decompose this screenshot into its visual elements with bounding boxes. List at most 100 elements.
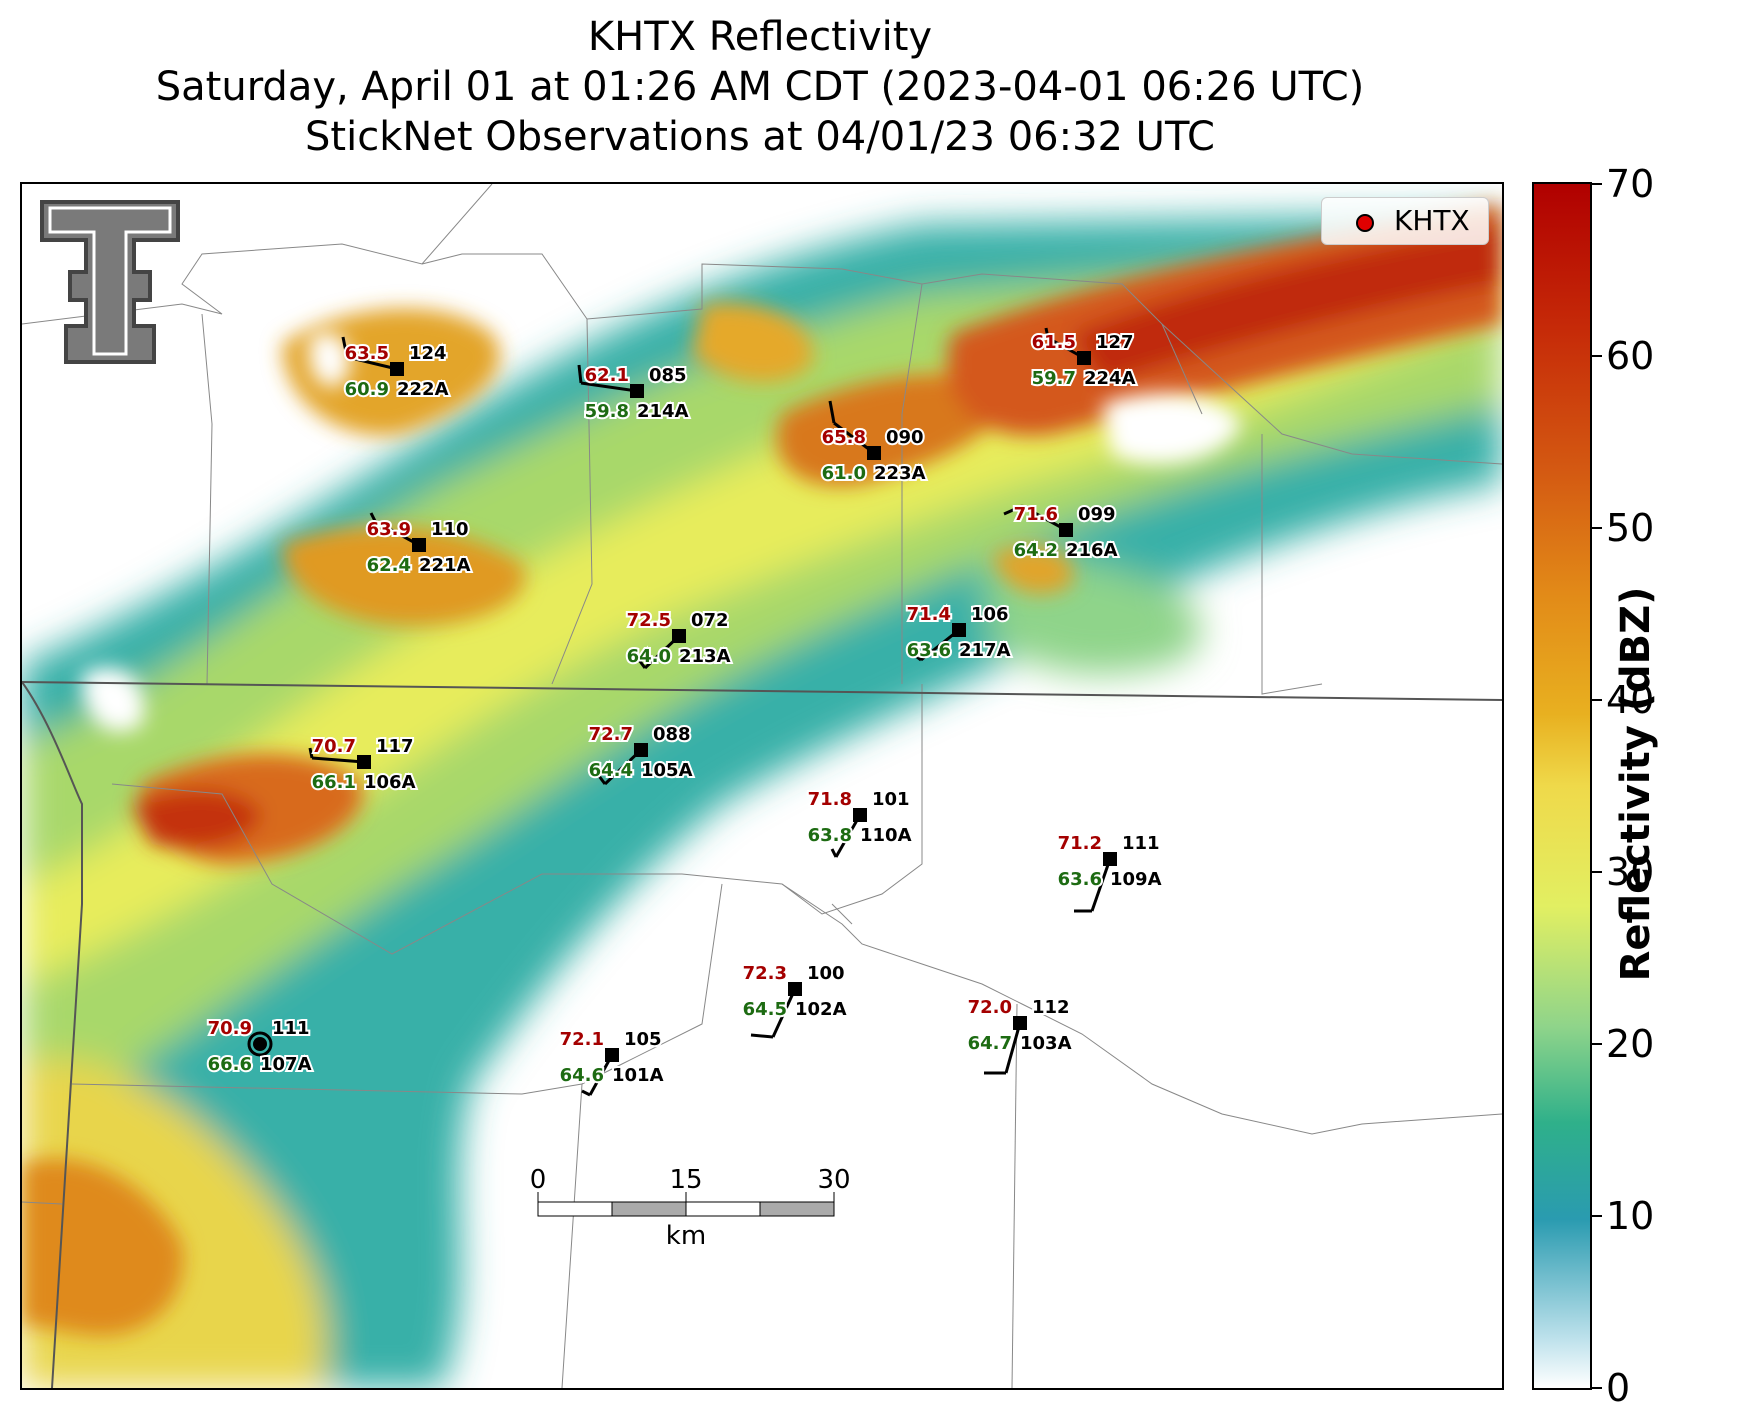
station-marker-icon	[1059, 523, 1073, 537]
scale-tick-30: 30	[817, 1165, 850, 1195]
title-line-1: KHTX Reflectivity	[587, 14, 933, 60]
stations-layer: 63.5 124 60.9 222A 62.1 085 59.8 214A 65.8 090 61.…	[206, 327, 1164, 1097]
radar-site-marker-icon	[1356, 214, 1374, 232]
scale-unit: km	[666, 1221, 706, 1251]
station-id: 103A	[1020, 1033, 1072, 1054]
station-id: 101A	[612, 1065, 664, 1086]
station-wind-direction: 072	[691, 610, 729, 631]
station-dewpoint: 66.1	[312, 772, 356, 793]
radar-map[interactable]: 0 15 30 km 63.5 124 60.9 222A 62.1 085 59.8 214…	[20, 182, 1504, 1390]
station-id: 213A	[679, 646, 731, 667]
station-marker-icon	[788, 982, 802, 996]
station-marker-icon	[412, 538, 426, 552]
station-plot[interactable]: 61.5 127 59.7 224A	[1030, 327, 1138, 391]
station-plot[interactable]: 62.1 085 59.8 214A	[577, 363, 691, 424]
station-dewpoint: 64.0	[627, 646, 671, 667]
station-plot[interactable]: 71.8 101 63.8 110A	[806, 787, 914, 858]
station-id: 223A	[874, 463, 926, 484]
station-wind-direction: 099	[1078, 504, 1116, 525]
station-id: 222A	[397, 379, 449, 400]
station-plot[interactable]: 65.8 090 61.0 223A	[820, 400, 928, 486]
county-boundaries	[22, 184, 1502, 1388]
colorbar-tick-label: 30	[1606, 850, 1655, 894]
station-plot[interactable]: 71.6 099 64.2 216A	[1003, 502, 1120, 563]
station-dewpoint: 62.4	[367, 555, 411, 576]
colorbar-tick-label: 60	[1606, 334, 1655, 378]
station-plot[interactable]: 70.7 117 66.1 106A	[308, 734, 418, 795]
station-temperature: 71.8	[808, 789, 852, 810]
wind-barb-icon	[1090, 858, 1112, 912]
station-temperature: 70.7	[312, 736, 356, 757]
station-dewpoint: 61.0	[822, 463, 866, 484]
station-plot[interactable]: 63.9 110 62.4 221A	[365, 512, 473, 578]
wind-barb-flag-icon	[1044, 327, 1050, 339]
station-marker-icon	[1103, 852, 1117, 866]
wind-barb-flag-icon	[830, 848, 838, 858]
station-temperature: 61.5	[1032, 332, 1076, 353]
wind-barb-flag-icon	[308, 747, 314, 759]
radar-map-canvas: 0 15 30 km 63.5 124 60.9 222A 62.1 085 59.8 214…	[22, 184, 1502, 1388]
colorbar-tick-mark	[1590, 355, 1602, 357]
legend-label: KHTX	[1394, 204, 1470, 237]
station-dewpoint: 60.9	[345, 379, 389, 400]
station-id: 105A	[641, 760, 693, 781]
station-dewpoint: 63.6	[907, 640, 951, 661]
station-id: 217A	[959, 640, 1011, 661]
station-wind-direction: 090	[886, 427, 924, 448]
station-id: 109A	[1110, 869, 1162, 890]
station-temperature: 71.4	[907, 604, 951, 625]
station-temperature: 62.1	[585, 365, 629, 386]
calm-wind-icon	[247, 1031, 273, 1057]
station-marker-icon	[357, 755, 371, 769]
station-dewpoint: 63.6	[1058, 869, 1102, 890]
station-dewpoint: 64.7	[968, 1033, 1012, 1054]
colorbar-tick-mark	[1590, 1215, 1602, 1217]
station-plot[interactable]: 72.1 105 64.6 101A	[558, 1027, 666, 1097]
station-plot[interactable]: 63.5 124 60.9 222A	[341, 336, 451, 402]
station-plot[interactable]: 71.2 111 63.6 109A	[1056, 831, 1164, 913]
colorbar-tick-label: 10	[1606, 1194, 1655, 1238]
station-dewpoint: 66.6	[208, 1054, 252, 1075]
station-temperature: 71.6	[1014, 504, 1058, 525]
colorbar	[1532, 182, 1592, 1390]
station-wind-direction: 124	[409, 343, 447, 364]
station-temperature: 71.2	[1058, 833, 1102, 854]
station-dewpoint: 64.2	[1014, 540, 1058, 561]
station-id: 110A	[860, 825, 912, 846]
wind-barb-flag-icon	[581, 1089, 591, 1097]
station-wind-direction: 111	[272, 1018, 310, 1039]
station-marker-icon	[1013, 1016, 1027, 1030]
wind-barb-icon	[1021, 504, 1067, 532]
scale-tick-15: 15	[669, 1165, 702, 1195]
station-plot[interactable]: 72.3 100 64.5 102A	[741, 961, 849, 1039]
colorbar-tick-mark	[1590, 1043, 1602, 1045]
title-line-2: Saturday, April 01 at 01:26 AM CDT (2023…	[155, 64, 1365, 110]
station-plot[interactable]: 70.9 111 66.6 107A	[206, 1016, 314, 1077]
station-id: 102A	[795, 999, 847, 1020]
wind-barb-flag-icon	[637, 659, 647, 669]
station-temperature: 72.5	[627, 610, 671, 631]
wind-barb-icon	[374, 519, 420, 547]
colorbar-title: Reflectivity (dBZ)	[1613, 586, 1659, 982]
station-id: 216A	[1066, 540, 1118, 561]
station-marker-icon	[630, 384, 644, 398]
station-dewpoint: 63.8	[808, 825, 852, 846]
wind-barb-flag-icon	[369, 512, 377, 522]
station-wind-direction: 112	[1032, 997, 1070, 1018]
station-plot[interactable]: 72.7 088 64.4 105A	[587, 722, 695, 786]
station-temperature: 70.9	[208, 1018, 252, 1039]
station-temperature: 72.7	[589, 724, 633, 745]
station-dewpoint: 59.8	[585, 401, 629, 422]
station-wind-direction: 117	[376, 736, 414, 757]
station-plot[interactable]: 71.4 106 63.6 217A	[905, 602, 1013, 663]
station-wind-direction: 127	[1096, 332, 1134, 353]
station-temperature: 72.1	[560, 1029, 604, 1050]
station-wind-direction: 106	[971, 604, 1009, 625]
station-wind-direction: 088	[653, 724, 691, 745]
station-id: 224A	[1084, 368, 1136, 389]
station-plot[interactable]: 72.5 072 64.0 213A	[625, 608, 733, 670]
colorbar-tick-mark	[1590, 1387, 1602, 1389]
wind-barb-flag-icon	[577, 364, 583, 384]
station-id: 106A	[364, 772, 416, 793]
station-plot[interactable]: 72.0 112 64.7 103A	[966, 995, 1074, 1075]
